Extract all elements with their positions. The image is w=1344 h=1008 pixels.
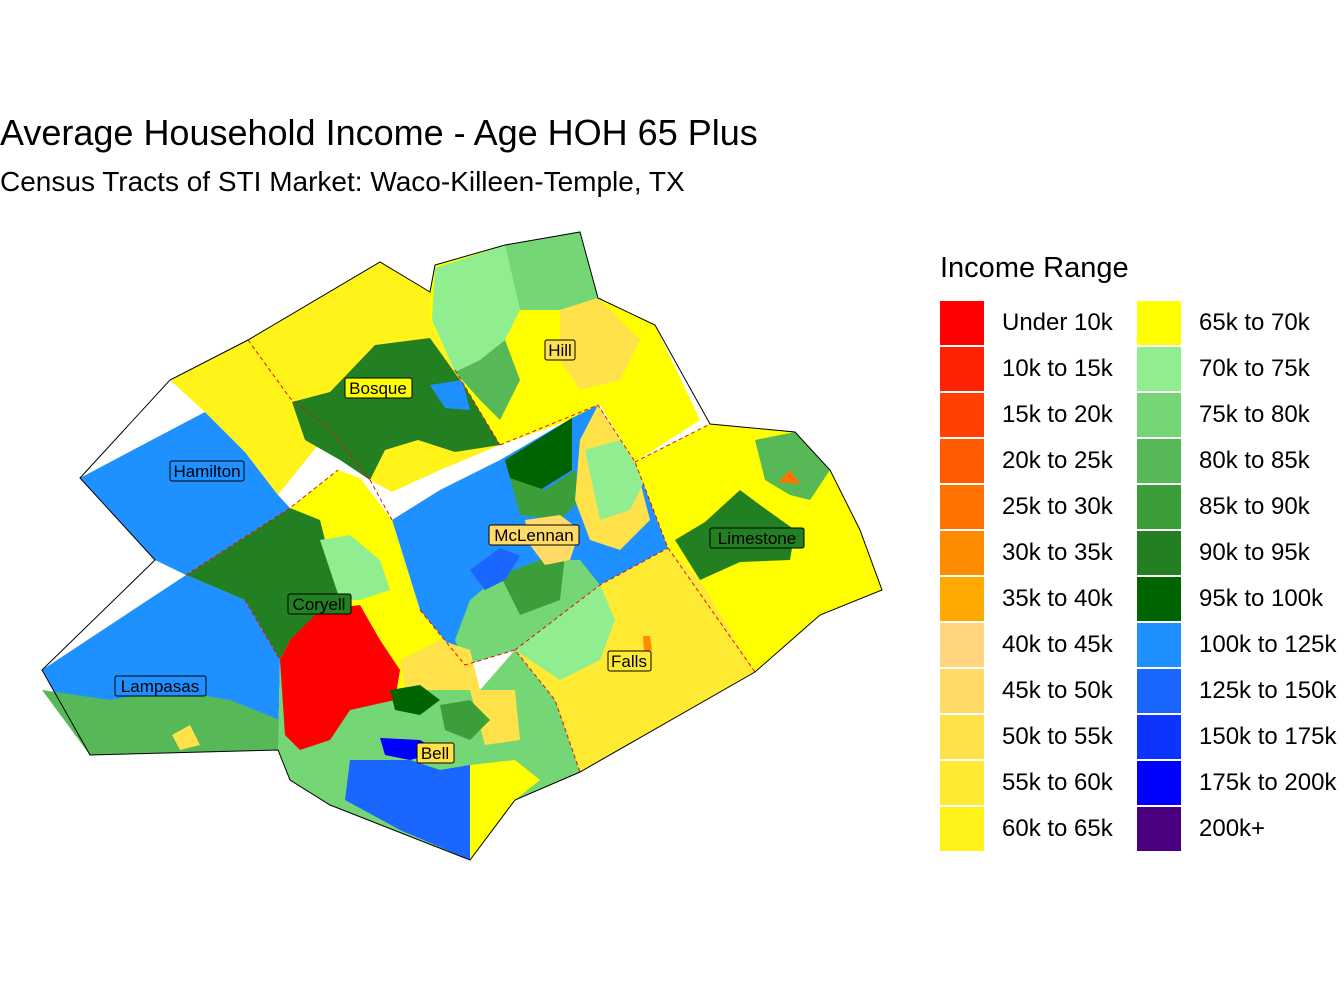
legend-label: 200k+ [1199, 815, 1266, 842]
legend-label: 100k to 125k [1199, 631, 1337, 658]
tract-bell-green2[interactable] [440, 700, 490, 740]
tract-bell-blue125[interactable] [345, 760, 470, 860]
legend-label: 75k to 80k [1199, 401, 1310, 428]
legend-swatch [1137, 393, 1181, 437]
tract-lampasas-yellow[interactable] [172, 725, 200, 750]
legend-label: 65k to 70k [1199, 309, 1310, 336]
legend-swatch [1137, 347, 1181, 391]
svg-text:Bell: Bell [421, 744, 449, 763]
legend-label: 55k to 60k [1002, 769, 1113, 796]
label-mclennan: McLennan [488, 524, 580, 546]
legend-swatch [940, 623, 984, 667]
legend-label: 15k to 20k [1002, 401, 1113, 428]
tract-bell-yellow[interactable] [470, 760, 540, 860]
county-labels: Hill Bosque Hamilton McLennan Limestone … [114, 339, 805, 764]
legend-label: 80k to 85k [1199, 447, 1310, 474]
legend-label: 25k to 30k [1002, 493, 1113, 520]
map-subtitle: Census Tracts of STI Market: Waco-Killee… [0, 166, 685, 197]
legend-label: 50k to 55k [1002, 723, 1113, 750]
legend-label: 85k to 90k [1199, 493, 1310, 520]
svg-text:Hamilton: Hamilton [173, 462, 240, 481]
tract-falls-green[interactable] [515, 585, 615, 680]
tract-bell-darkgreen[interactable] [390, 685, 440, 715]
svg-text:Hill: Hill [548, 341, 572, 360]
legend-label: 70k to 75k [1199, 355, 1310, 382]
tract-coryell-green[interactable] [186, 508, 340, 660]
legend-swatch [940, 531, 984, 575]
legend-swatch [940, 439, 984, 483]
legend-label: 30k to 35k [1002, 539, 1113, 566]
legend-label: 60k to 65k [1002, 815, 1113, 842]
legend-swatch [1137, 623, 1181, 667]
tract-limestone-orange[interactable] [778, 470, 800, 484]
svg-text:Lampasas: Lampasas [121, 677, 199, 696]
label-lampasas: Lampasas [114, 675, 207, 697]
legend-label: 20k to 25k [1002, 447, 1113, 474]
legend-swatch [940, 347, 984, 391]
legend-swatch [1137, 301, 1181, 345]
label-falls: Falls [607, 650, 652, 672]
legend-swatch [1137, 669, 1181, 713]
legend-swatch [940, 577, 984, 621]
legend-swatch [940, 301, 984, 345]
tract-mclennan-darkgreen[interactable] [505, 418, 572, 490]
label-bosque: Bosque [344, 377, 413, 399]
tract-mclennan-mid[interactable] [510, 470, 580, 520]
choropleth-map: Hill Bosque Hamilton McLennan Limestone … [41, 231, 883, 861]
tract-coryell-lightgreen[interactable] [320, 535, 390, 600]
tract-limestone-ne[interactable] [755, 432, 830, 500]
legend-label: 125k to 150k [1199, 677, 1337, 704]
legend-swatch [940, 761, 984, 805]
legend-title: Income Range [940, 252, 1129, 284]
label-bell: Bell [416, 742, 455, 764]
legend-swatch [1137, 761, 1181, 805]
tract-hill-light[interactable] [560, 298, 640, 390]
legend-label: Under 10k [1002, 309, 1113, 336]
svg-text:Limestone: Limestone [718, 529, 796, 548]
label-hill: Hill [544, 339, 576, 361]
legend-swatch [940, 715, 984, 759]
legend-swatch [940, 807, 984, 851]
legend-swatch [1137, 531, 1181, 575]
legend-label: 10k to 15k [1002, 355, 1113, 382]
legend-swatch [1137, 577, 1181, 621]
svg-text:Falls: Falls [611, 652, 647, 671]
legend-label: 40k to 45k [1002, 631, 1113, 658]
svg-text:Bosque: Bosque [349, 379, 407, 398]
legend-swatch [1137, 485, 1181, 529]
county-boundaries [185, 339, 756, 773]
svg-text:Coryell: Coryell [293, 595, 346, 614]
tract-hill-lightgreen[interactable] [432, 245, 520, 372]
county-hamilton[interactable] [80, 412, 290, 575]
legend-swatch [940, 669, 984, 713]
tract-lampasas-green[interactable] [42, 690, 280, 755]
label-coryell: Coryell [287, 593, 352, 615]
tract-mclennan-blue[interactable] [470, 548, 520, 590]
label-hamilton: Hamilton [169, 460, 245, 482]
tract-bell-red[interactable] [280, 605, 400, 750]
tract-bosque-blue[interactable] [430, 380, 470, 410]
tract-bosque-green[interactable] [292, 338, 500, 480]
legend-swatch [940, 485, 984, 529]
market-outline [41, 231, 883, 861]
tract-hill-green2[interactable] [455, 340, 520, 420]
tract-bell-ltmix[interactable] [470, 690, 520, 745]
legend-label: 45k to 50k [1002, 677, 1113, 704]
legend-swatch [1137, 807, 1181, 851]
legend-label: 90k to 95k [1199, 539, 1310, 566]
legend-label: 150k to 175k [1199, 723, 1337, 750]
tract-mclennan-southgreen[interactable] [500, 555, 565, 615]
legend-swatch [1137, 439, 1181, 483]
legend-label: 95k to 100k [1199, 585, 1324, 612]
svg-text:McLennan: McLennan [494, 526, 573, 545]
map-title: Average Household Income - Age HOH 65 Pl… [0, 112, 758, 153]
tract-falls-orange[interactable] [643, 636, 652, 652]
label-limestone: Limestone [709, 527, 805, 549]
tract-mclennan-lightgreen[interactable] [585, 440, 645, 520]
legend-swatch [940, 393, 984, 437]
legend-label: 35k to 40k [1002, 585, 1113, 612]
tract-hill-green[interactable] [505, 232, 598, 310]
legend-swatch [1137, 715, 1181, 759]
legend-label: 175k to 200k [1199, 769, 1337, 796]
